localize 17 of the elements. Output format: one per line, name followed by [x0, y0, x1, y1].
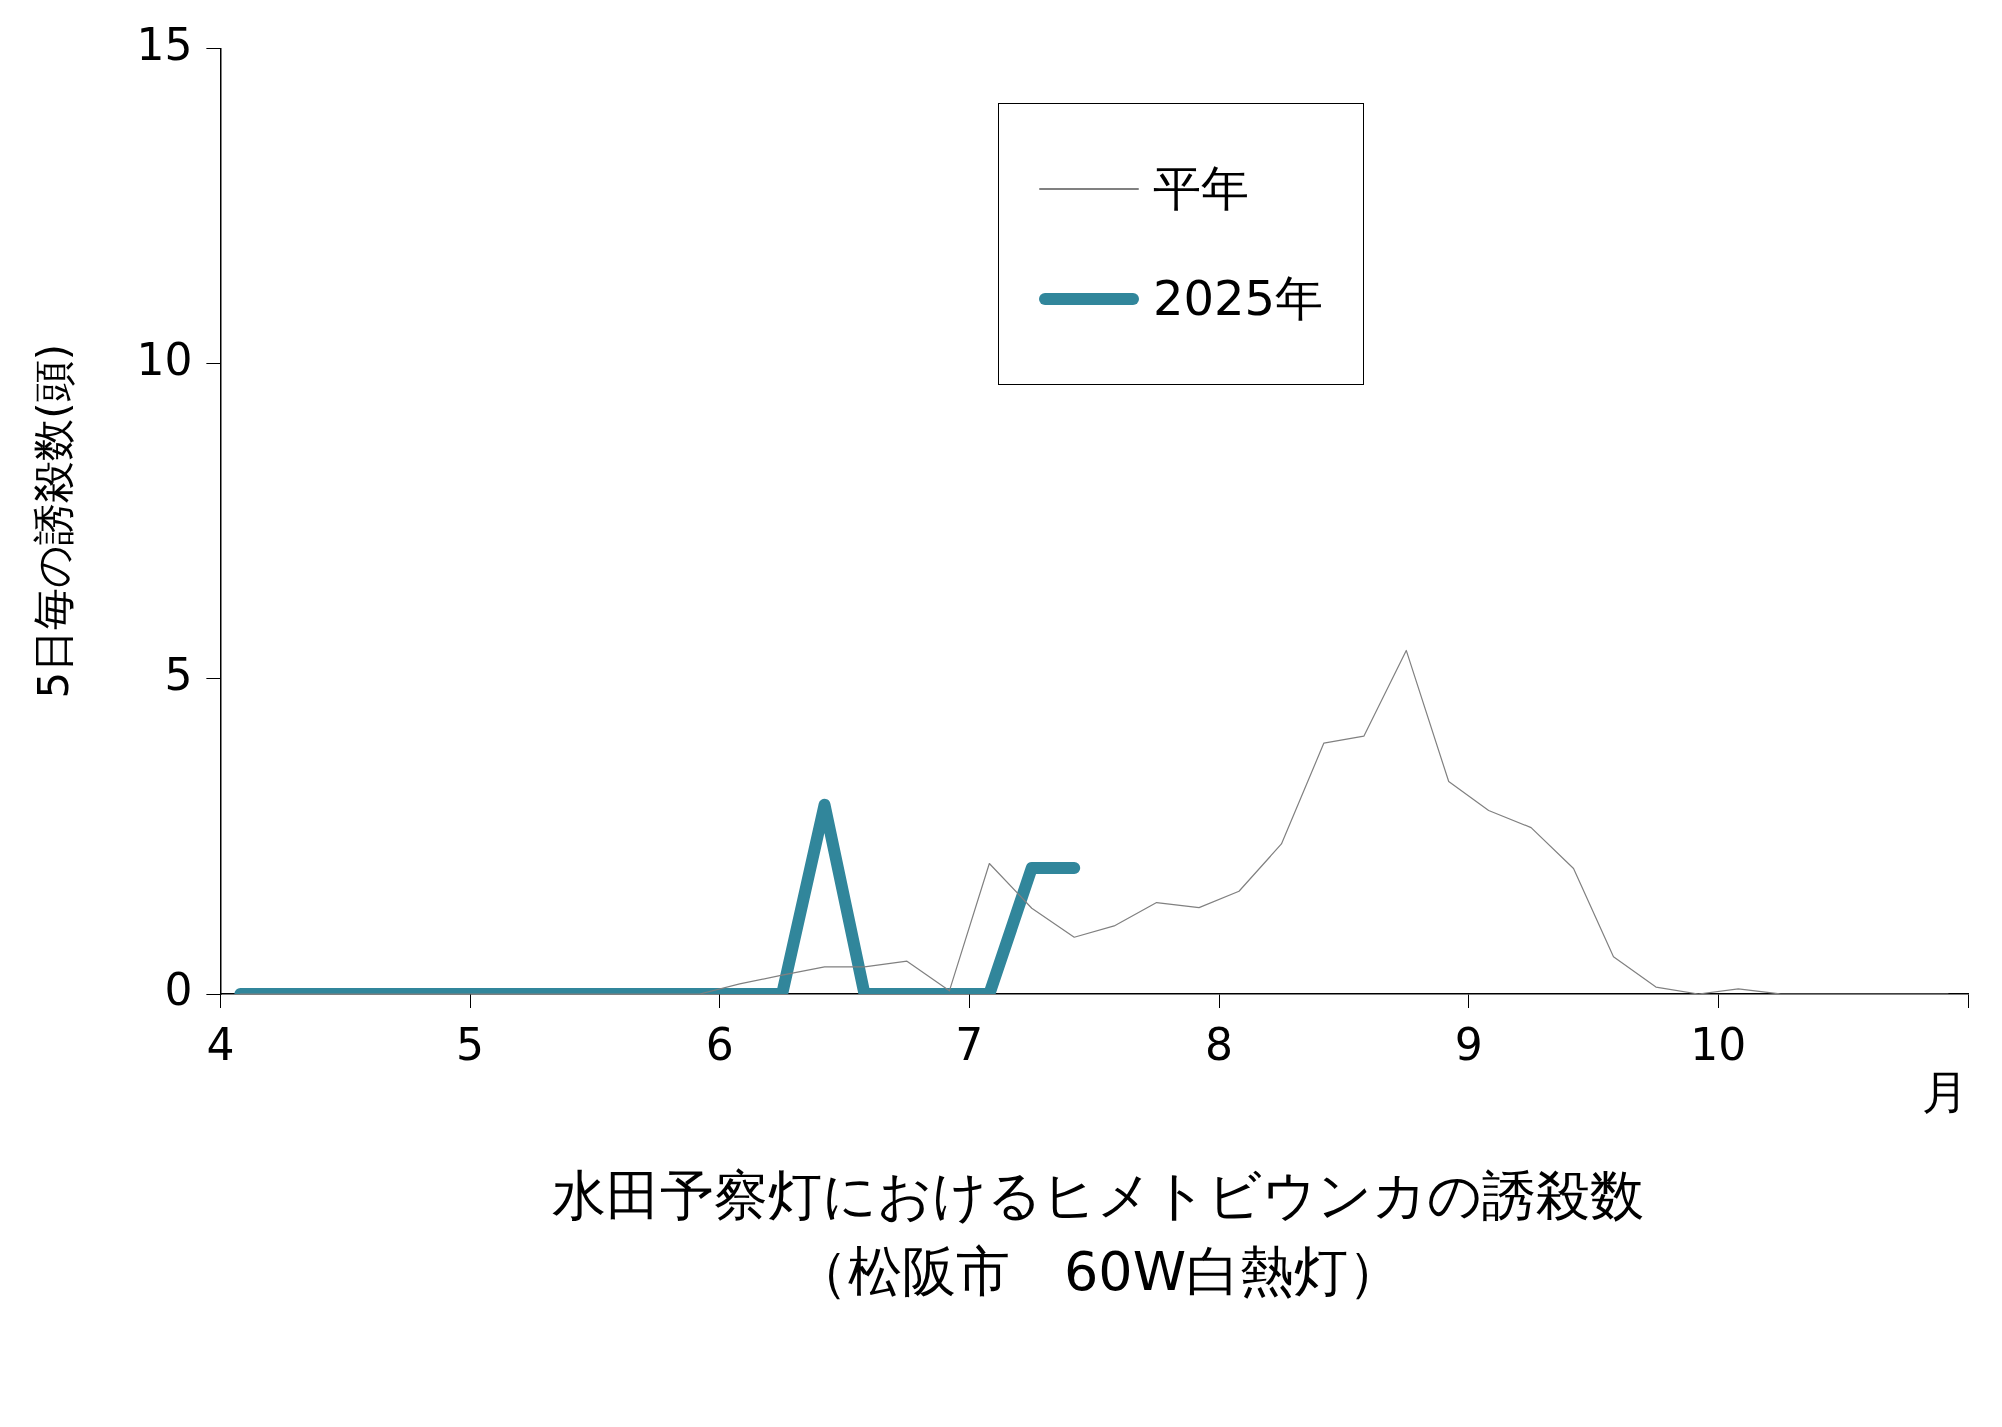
x-tick-label: 9	[1454, 1018, 1483, 1070]
y-tick-label: 0	[164, 964, 193, 1016]
y-tick-label: 5	[164, 649, 193, 701]
text: （松阪市 60W白熱灯）	[792, 1238, 1404, 1305]
x-tick-label: 10	[1690, 1018, 1747, 1070]
y-tick-label: 10	[136, 334, 193, 386]
text: 水田予察灯におけるヒメトビウンカの誘殺数	[551, 1163, 1645, 1229]
y-axis-title: 5日毎の誘殺数(頭)	[29, 343, 79, 699]
x-tick-label: 5	[456, 1018, 485, 1070]
x-tick-label: 7	[955, 1018, 984, 1070]
x-tick-label: 4	[206, 1018, 235, 1070]
x-tick-label: 8	[1205, 1018, 1234, 1070]
x-axis-title: 月	[1922, 1065, 1968, 1120]
legend-label: 2025年	[1153, 269, 1324, 328]
x-tick-label: 6	[705, 1018, 734, 1070]
legend-label: 平年	[1153, 159, 1249, 218]
y-tick-label: 15	[136, 18, 193, 70]
